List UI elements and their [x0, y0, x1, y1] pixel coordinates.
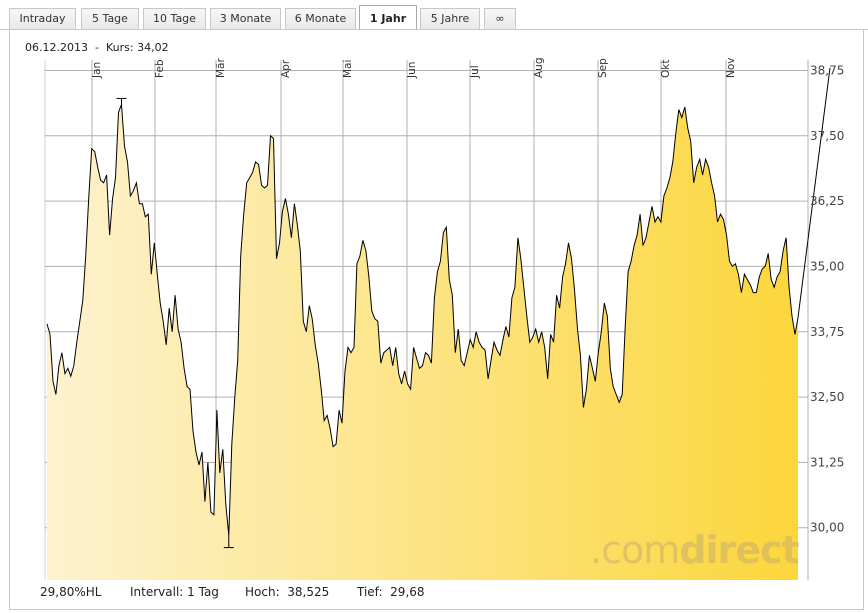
tab-1-jahr[interactable]: 1 Jahr — [359, 5, 417, 30]
price-area — [47, 104, 798, 581]
tab-10-tage[interactable]: 10 Tage — [143, 8, 206, 29]
tab-max[interactable]: ∞ — [484, 8, 516, 29]
month-tick-label: Sep — [597, 58, 609, 78]
tab-divider — [0, 29, 868, 30]
footer-hl: 29,80%HL — [40, 585, 102, 599]
month-tick-label: Feb — [154, 59, 166, 78]
footer-interval: Intervall: 1 Tag — [130, 585, 219, 599]
month-tick-label: Nov — [725, 58, 737, 79]
info-kurs-label: Kurs: — [105, 41, 134, 54]
price-tick-label: 35,00 — [810, 259, 844, 273]
footer-low-value: 29,68 — [390, 585, 425, 599]
price-tick-label: 33,75 — [810, 325, 844, 339]
price-tick-label: 31,25 — [810, 455, 844, 469]
info-kurs-value: 34,02 — [137, 41, 169, 54]
chart-panel — [9, 30, 864, 610]
month-tick-label: Apr — [280, 59, 292, 78]
price-info: 06.12.2013 - Kurs: 34,02 — [25, 41, 169, 54]
tab-3-monate[interactable]: 3 Monate — [210, 8, 281, 29]
price-tick-label: 38,75 — [810, 63, 844, 77]
month-tick-label: Jul — [469, 65, 481, 79]
month-tick-label: Okt — [660, 60, 672, 78]
footer-low-label: Tief: — [357, 585, 383, 599]
info-date: 06.12.2013 — [25, 41, 88, 54]
footer-high: Hoch: 38,525 — [245, 585, 329, 599]
comdirect-watermark: .comdirect — [590, 528, 800, 572]
month-tick-label: Jan — [91, 62, 103, 79]
month-tick-label: Mai — [342, 60, 354, 78]
footer-high-value: 38,525 — [287, 585, 330, 599]
price-line — [46, 67, 831, 536]
tab-5-jahre[interactable]: 5 Jahre — [420, 8, 480, 29]
timeframe-tabs: Intraday 5 Tage 10 Tage 3 Monate 6 Monat… — [0, 0, 868, 30]
month-tick-label: Aug — [533, 57, 545, 78]
tab-5-tage[interactable]: 5 Tage — [81, 8, 139, 29]
price-tick-label: 36,25 — [810, 194, 844, 208]
month-tick-label: Mär — [215, 58, 227, 78]
footer-high-label: Hoch: — [245, 585, 280, 599]
tab-intraday[interactable]: Intraday — [9, 8, 76, 29]
tab-6-monate[interactable]: 6 Monate — [285, 8, 356, 29]
price-tick-label: 30,00 — [810, 521, 844, 535]
footer-low: Tief: 29,68 — [357, 585, 425, 599]
month-tick-label: Jun — [406, 62, 418, 79]
price-tick-label: 37,50 — [810, 129, 844, 143]
price-tick-label: 32,50 — [810, 390, 844, 404]
info-sep: - — [94, 41, 99, 54]
